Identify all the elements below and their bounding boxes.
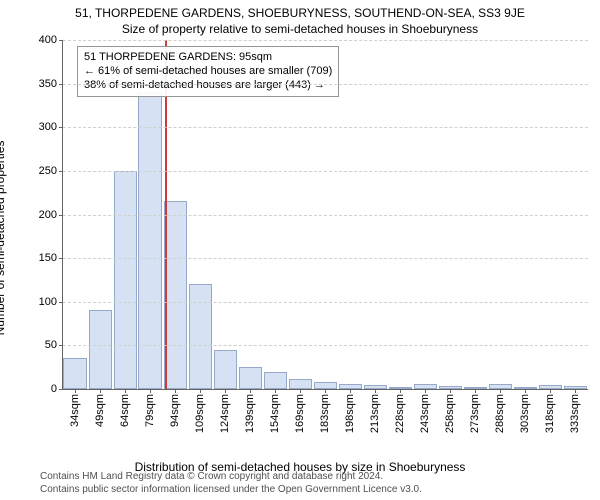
x-tick-label: 139sqm	[244, 394, 256, 433]
gridline	[63, 302, 588, 303]
gridline	[63, 258, 588, 259]
x-tick	[500, 389, 501, 393]
x-tick-label: 169sqm	[294, 394, 306, 433]
x-tick	[225, 389, 226, 393]
annotation-box: 51 THORPEDENE GARDENS: 95sqm← 61% of sem…	[77, 46, 339, 97]
x-tick	[300, 389, 301, 393]
plot-area: 51 THORPEDENE GARDENS: 95sqm← 61% of sem…	[62, 40, 588, 390]
x-tick-label: 198sqm	[344, 394, 356, 433]
y-tick-label: 250	[39, 165, 63, 177]
x-tick	[275, 389, 276, 393]
annotation-line: 38% of semi-detached houses are larger (…	[84, 79, 332, 93]
histogram-bar	[264, 372, 288, 389]
x-tick	[150, 389, 151, 393]
x-tick-label: 34sqm	[69, 394, 81, 427]
y-tick-label: 200	[39, 209, 63, 221]
x-tick	[250, 389, 251, 393]
x-tick	[175, 389, 176, 393]
gridline	[63, 127, 588, 128]
x-tick	[325, 389, 326, 393]
x-tick-label: 288sqm	[494, 394, 506, 433]
y-tick-label: 400	[39, 34, 63, 46]
x-tick-label: 258sqm	[444, 394, 456, 433]
chart-area: Number of semi-detached properties 51 TH…	[8, 40, 592, 436]
x-tick	[475, 389, 476, 393]
x-tick	[425, 389, 426, 393]
x-ticks: 34sqm 49sqm 64sqm 79sqm 94sqm 109sqm 124sqm 139…	[62, 390, 588, 436]
x-tick	[575, 389, 576, 393]
gridline	[63, 215, 588, 216]
x-tick-label: 94sqm	[169, 394, 181, 427]
x-tick	[200, 389, 201, 393]
x-tick-label: 109sqm	[194, 394, 206, 433]
x-tick	[550, 389, 551, 393]
x-tick-label: 273sqm	[469, 394, 481, 433]
x-tick-label: 243sqm	[419, 394, 431, 433]
histogram-bar	[164, 201, 188, 389]
y-tick-label: 50	[45, 339, 63, 351]
histogram-bar	[289, 379, 313, 389]
x-tick-label: 64sqm	[119, 394, 131, 427]
histogram-bar	[114, 171, 138, 389]
histogram-bar	[63, 358, 87, 389]
x-tick-label: 124sqm	[219, 394, 231, 433]
gridline	[63, 171, 588, 172]
histogram-bar	[239, 367, 263, 389]
footer: Contains HM Land Registry data © Crown c…	[40, 471, 592, 496]
x-tick-label: 318sqm	[544, 394, 556, 433]
x-tick	[400, 389, 401, 393]
annotation-line: 51 THORPEDENE GARDENS: 95sqm	[84, 51, 332, 65]
chart-subtitle: Size of property relative to semi-detach…	[8, 22, 592, 36]
chart-container: 51, THORPEDENE GARDENS, SHOEBURYNESS, SO…	[0, 0, 600, 500]
y-tick-label: 100	[39, 296, 63, 308]
x-tick-label: 79sqm	[144, 394, 156, 427]
x-tick-label: 333sqm	[569, 394, 581, 433]
x-tick	[350, 389, 351, 393]
x-tick-label: 228sqm	[394, 394, 406, 433]
y-tick-label: 350	[39, 78, 63, 90]
page-title: 51, THORPEDENE GARDENS, SHOEBURYNESS, SO…	[8, 6, 592, 20]
histogram-bar	[314, 382, 338, 389]
gridline	[63, 40, 588, 41]
gridline	[63, 345, 588, 346]
annotation-line: ← 61% of semi-detached houses are smalle…	[84, 65, 332, 79]
x-tick-label: 154sqm	[269, 394, 281, 433]
x-tick-label: 183sqm	[319, 394, 331, 433]
x-tick-label: 49sqm	[94, 394, 106, 427]
x-tick-label: 213sqm	[369, 394, 381, 433]
footer-line-2: Contains public sector information licen…	[40, 484, 592, 497]
x-tick	[75, 389, 76, 393]
footer-line-1: Contains HM Land Registry data © Crown c…	[40, 471, 592, 484]
y-tick-label: 150	[39, 252, 63, 264]
x-tick	[525, 389, 526, 393]
x-tick-label: 303sqm	[519, 394, 531, 433]
x-tick	[450, 389, 451, 393]
histogram-bar	[214, 350, 238, 389]
x-tick	[375, 389, 376, 393]
histogram-bar	[189, 284, 213, 389]
x-tick	[100, 389, 101, 393]
histogram-bar	[89, 310, 113, 389]
gridline	[63, 84, 588, 85]
y-tick-label: 300	[39, 121, 63, 133]
y-axis-label: Number of semi-detached properties	[0, 141, 7, 336]
x-tick	[125, 389, 126, 393]
